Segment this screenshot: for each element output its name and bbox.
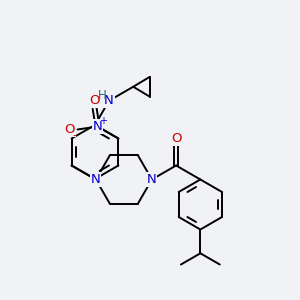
Text: -: - [73,130,76,140]
Text: N: N [91,173,101,186]
Text: O: O [171,132,181,146]
Text: N: N [147,173,157,186]
Text: N: N [93,120,103,133]
Text: N: N [104,94,114,107]
Text: H: H [98,89,106,102]
Text: O: O [89,94,100,107]
Text: +: + [99,116,106,127]
Text: O: O [64,123,75,136]
